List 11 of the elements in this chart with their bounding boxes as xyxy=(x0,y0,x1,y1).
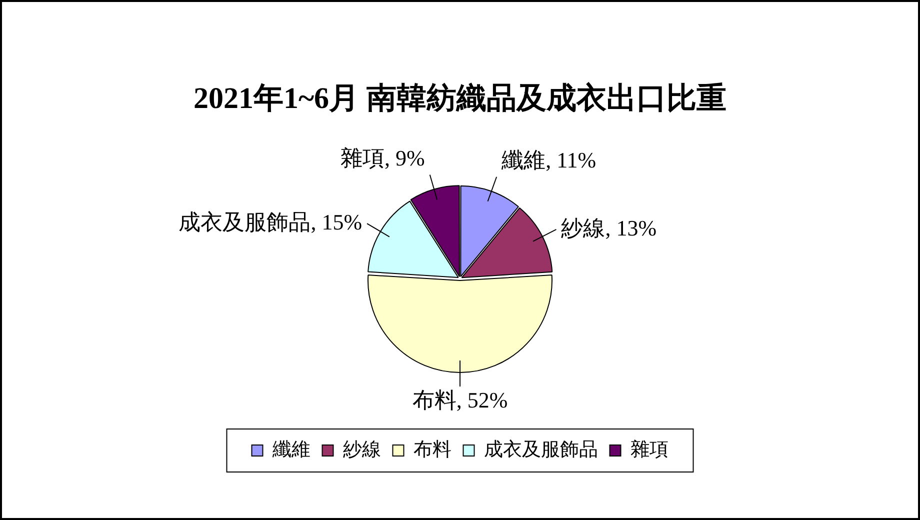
data-label: 布料, 52% xyxy=(412,387,508,412)
legend-label: 布料 xyxy=(413,439,452,460)
data-label: 成衣及服飾品, 15% xyxy=(178,209,362,234)
chart-title: 2021年1~6月 南韓紡織品及成衣出口比重 xyxy=(193,80,727,115)
legend-label: 雜項 xyxy=(630,439,668,460)
legend-label: 紗線 xyxy=(342,439,381,460)
legend-label: 成衣及服飾品 xyxy=(484,438,598,460)
data-label: 雜項, 9% xyxy=(340,146,425,171)
data-label: 紗線, 13% xyxy=(561,215,657,240)
data-label: 纖維, 11% xyxy=(500,148,596,173)
legend-label: 纖維 xyxy=(271,439,310,460)
